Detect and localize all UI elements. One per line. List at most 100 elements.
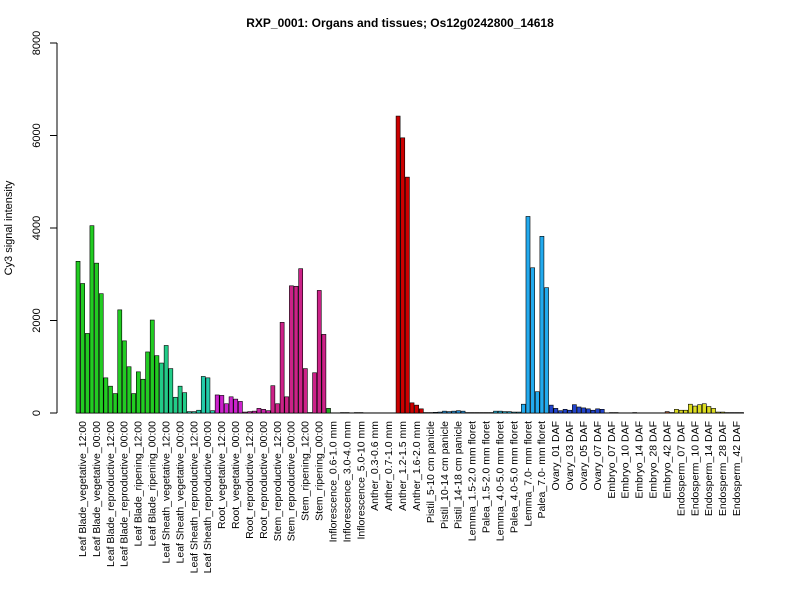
bar <box>131 393 137 414</box>
bar <box>256 408 262 414</box>
bar <box>706 406 712 414</box>
category-label: Leaf Blade_reproductive_12:00 <box>105 421 117 567</box>
bar <box>182 392 188 414</box>
bar <box>715 411 721 414</box>
bar <box>432 412 438 414</box>
bar <box>303 368 308 414</box>
bar <box>530 267 535 414</box>
category-label: Embryo_42 DAF <box>661 421 673 499</box>
category-label: Pistil_5-10 cm panicle <box>425 421 437 523</box>
bar <box>585 408 591 414</box>
category-label: Root_vegetative_12:00 <box>216 421 228 529</box>
category-label: Stem_reproductive_12:00 <box>272 421 284 541</box>
bar <box>149 319 155 414</box>
bar <box>539 236 545 414</box>
bar <box>711 408 716 414</box>
bar <box>270 385 276 414</box>
category-label: Leaf Blade_ripening_00:00 <box>147 421 159 547</box>
category-label: Leaf Blade_vegetative_00:00 <box>91 421 103 557</box>
bar <box>414 404 419 414</box>
bar <box>595 408 600 414</box>
category-label: Palea_7.0- mm floret <box>536 421 548 519</box>
bar <box>219 395 225 414</box>
category-label: Inflorescence_3.0-4.0 mm <box>341 421 353 543</box>
y-axis-label: Cy3 signal intensity <box>3 180 15 275</box>
category-label: Leaf Sheath_vegetative_00:00 <box>174 421 186 564</box>
bar <box>187 411 192 414</box>
category-label: Lemma_1.5-2.0 mm floret <box>467 421 479 541</box>
category-label: Endosperm_07 DAF <box>675 421 687 516</box>
category-label: Root_reproductive_12:00 <box>244 421 256 539</box>
bar <box>140 378 146 414</box>
bar <box>75 260 81 414</box>
bar <box>108 385 113 414</box>
bar <box>400 137 406 414</box>
category-labels: Leaf Blade_vegetative_12:00 Leaf Blade_ve… <box>77 421 743 574</box>
bar <box>497 410 503 414</box>
bar <box>697 404 702 414</box>
category-label: Ovary_01 DAF <box>550 421 562 490</box>
bar <box>265 410 271 414</box>
bar <box>261 408 266 414</box>
category-label: Palea_4.0-5.0 mm floret <box>508 421 520 533</box>
bar <box>284 396 290 414</box>
category-label: Anther_0.7-1.0 mm <box>383 421 395 511</box>
bar <box>126 366 132 414</box>
bar <box>214 394 220 414</box>
category-label: Anther_1.2-1.5 mm <box>397 421 409 511</box>
category-label: Endosperm_10 DAF <box>689 421 701 516</box>
bar <box>558 410 563 414</box>
category-label: Ovary_07 DAF <box>592 421 604 490</box>
bar <box>84 333 90 414</box>
bar <box>567 409 573 414</box>
category-label: Leaf Blade_ripening_12:00 <box>133 421 145 547</box>
bar <box>228 396 234 414</box>
bar <box>534 391 540 414</box>
bar <box>196 409 201 414</box>
category-label: Leaf Blade_reproductive_00:00 <box>119 421 131 567</box>
bar <box>395 115 401 414</box>
y-tick-label: 8000 <box>31 31 43 55</box>
category-label: Pistil_14-18 cm panicle <box>453 421 465 529</box>
category-label: Ovary_03 DAF <box>564 421 576 490</box>
category-label: Stem_reproductive_00:00 <box>286 421 298 541</box>
category-label: Leaf Sheath_reproductive_12:00 <box>188 421 200 574</box>
bar <box>516 411 522 414</box>
bar <box>576 406 582 414</box>
bar <box>326 408 331 414</box>
bar <box>316 290 322 414</box>
bar <box>720 411 726 414</box>
category-label: Anther_1.6-2.0 mm <box>411 421 423 511</box>
bar <box>678 409 684 414</box>
bar <box>168 368 174 414</box>
bar <box>442 410 447 414</box>
bar <box>191 411 197 414</box>
bar <box>688 403 693 414</box>
bar <box>405 176 410 414</box>
bar <box>511 411 517 414</box>
bar <box>89 225 95 414</box>
bar <box>321 334 327 414</box>
category-label: Inflorescence_5.0-10 mm <box>355 421 367 540</box>
bar <box>233 398 239 414</box>
bar <box>674 408 679 414</box>
y-tick-label: 6000 <box>31 123 43 147</box>
category-label: Inflorescence_0.6-1.0 mm <box>327 421 339 543</box>
bar <box>553 408 559 414</box>
category-label: Pistil_10-14 cm panicle <box>439 421 451 529</box>
bar <box>200 376 206 414</box>
bar <box>312 372 317 414</box>
bar <box>159 362 164 414</box>
bar <box>224 403 229 414</box>
category-label: Ovary_05 DAF <box>578 421 590 490</box>
bar <box>581 407 586 414</box>
bar <box>145 351 150 414</box>
y-axis: 0 2000 4000 6000 8000 <box>31 31 744 416</box>
category-label: Root_vegetative_00:00 <box>230 421 242 529</box>
bar <box>446 411 452 414</box>
bar <box>94 262 99 414</box>
category-label: Palea_1.5-2.0 mm floret <box>481 421 493 533</box>
bar <box>122 340 127 414</box>
bar <box>548 404 554 414</box>
bar <box>210 410 215 414</box>
